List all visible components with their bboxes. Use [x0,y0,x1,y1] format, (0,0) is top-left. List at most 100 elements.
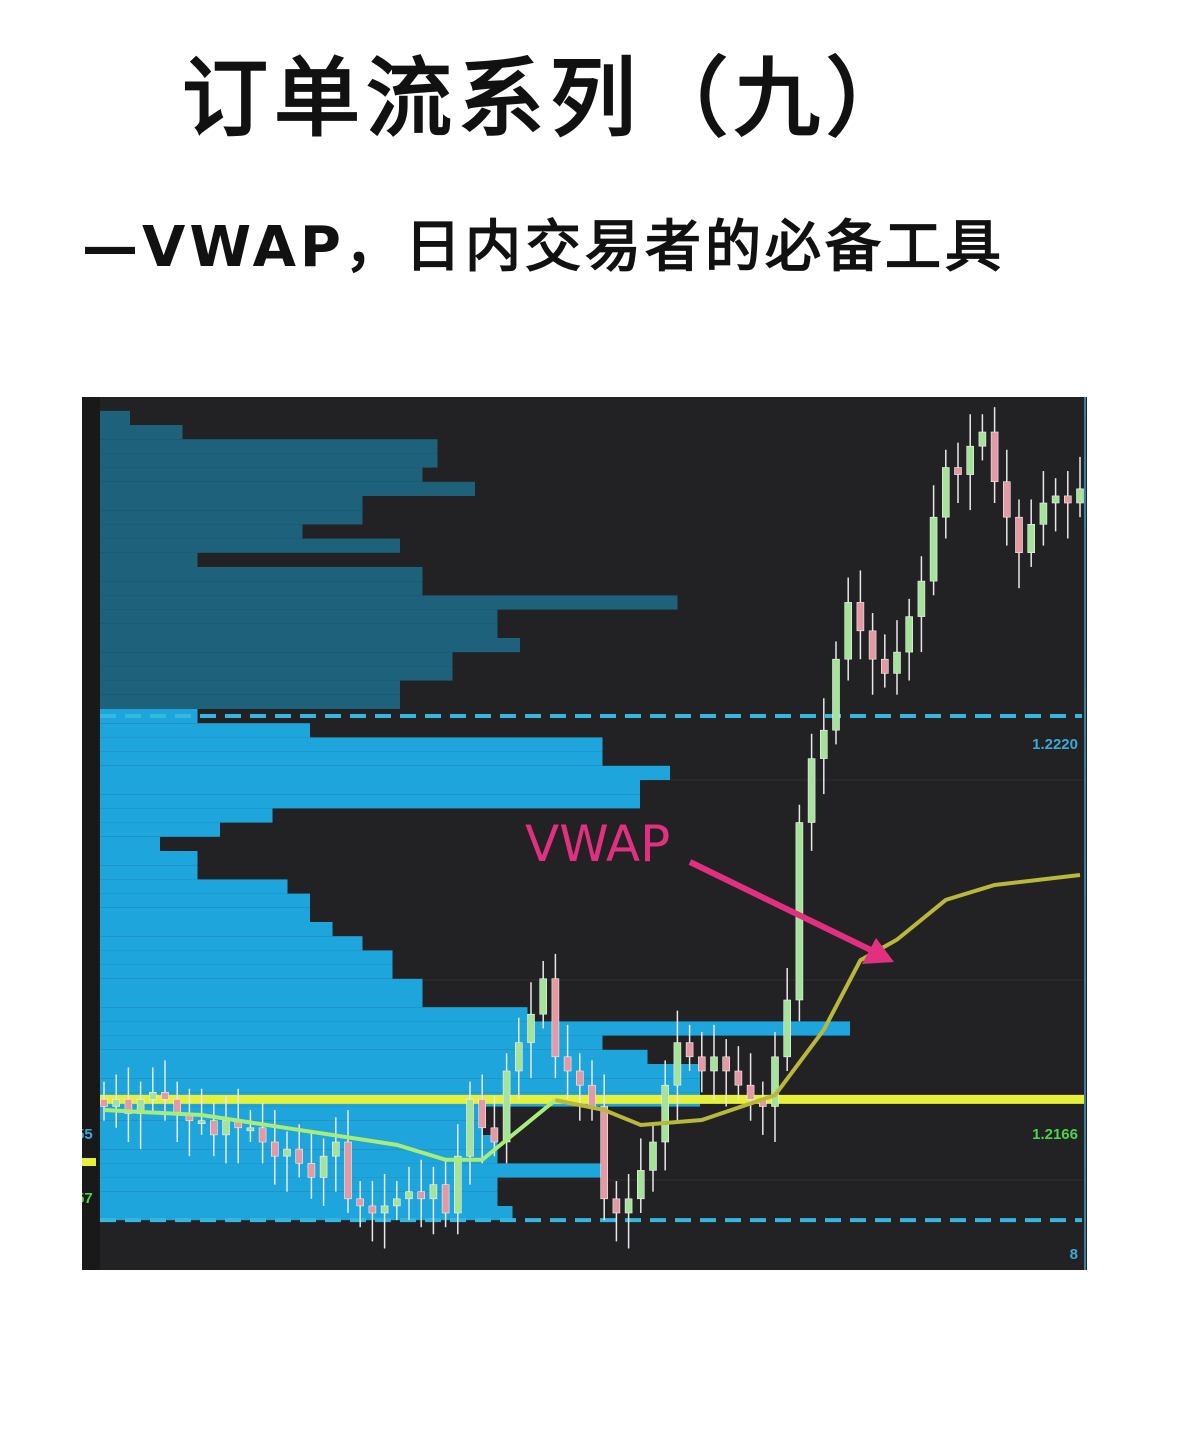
profile-bar [100,780,640,795]
profile-bar [100,978,423,993]
profile-bar [100,950,393,965]
candle-up [332,1141,340,1157]
candle-down [490,1127,499,1143]
candle-down [734,1070,743,1086]
candle-down [161,1091,169,1100]
candle-up [1027,524,1036,554]
candle-down [344,1141,352,1200]
candle-up [453,1155,462,1214]
profile-bar [100,1007,528,1022]
candle-up [966,445,975,475]
vwap-line [103,1098,557,1162]
page-subtitle: —VWAP，日内交易者的必备工具 [82,215,1005,280]
profile-bar [100,751,603,766]
candle-up [380,1205,389,1214]
profile-bar [100,893,310,908]
profile-bar [100,1177,498,1192]
candle-down [1015,516,1023,553]
candle-up [429,1184,438,1200]
candle-up [807,758,816,823]
profile-bar [100,723,310,738]
candle-up [917,580,926,617]
left-partial-label: 55 [82,1126,93,1143]
candle-down [1063,495,1072,504]
candle-up [673,1042,682,1086]
left-partial-label: 57 [82,1190,93,1207]
profile-bar [100,737,603,752]
candle-down [307,1162,316,1178]
profile-bar [100,936,363,951]
candle-up [783,999,792,1058]
candle-down [600,1106,609,1200]
candle-down [356,1198,365,1207]
candle-up [710,1056,718,1072]
candle-up [819,729,828,759]
candle-up [246,1127,255,1132]
vwap [103,873,1081,1162]
candle-down [588,1084,596,1107]
candle-up [502,1070,511,1143]
profile-bar [100,822,220,837]
level-label-lower: 8 [1070,1246,1078,1263]
candle-down [271,1141,279,1157]
profile-bar [100,652,453,667]
candle-down [295,1148,303,1164]
candle-down [722,1056,731,1072]
profile-bar [100,538,400,553]
annotation-arrow [688,859,894,964]
candle-up [929,516,938,582]
candle-up [978,431,987,447]
vwap-line [555,873,1081,1127]
candle-down [954,467,962,475]
candle-down [551,978,560,1058]
candle-down [124,1099,133,1114]
candle-up [649,1141,657,1171]
profile-bar [100,964,393,979]
profile-bar [100,481,475,496]
profile-bar [100,808,273,823]
profile-bar [100,1106,483,1121]
profile-bar [100,453,438,468]
page-title: 订单流系列（九） [182,49,918,149]
candle-up [466,1099,474,1157]
profile-bar [100,552,198,567]
profile-bar [100,709,198,724]
candle-up [405,1191,413,1200]
profile-bar [100,794,640,809]
candles [100,407,1084,1249]
candle-down [100,1099,108,1107]
candle-up [112,1099,121,1107]
profile-bar [100,1021,850,1036]
candle-up [514,1042,523,1072]
candle-down [990,431,999,483]
candle-down [856,602,865,632]
profile-bar [100,993,423,1008]
candle-down [173,1099,181,1114]
profile-bar [100,609,498,624]
profile-bar [100,851,198,866]
volume-profile [100,410,850,1221]
profile-bar [100,907,310,922]
candle-up [832,658,840,731]
left-axis-strip [82,397,100,1270]
profile-bar [100,836,160,851]
candle-down [441,1184,450,1214]
candle-up [893,651,901,674]
candle-down [612,1198,621,1214]
profile-bar [100,496,363,511]
profile-bar [100,595,678,610]
profile-bar [100,581,423,596]
candle-down [478,1099,487,1129]
candle-down [563,1056,572,1072]
profile-bar [100,1035,603,1050]
candle-up [1076,488,1084,504]
candle-down [368,1205,377,1214]
profile-bar [100,765,670,780]
candle-down [210,1120,218,1136]
profile-bar [100,1206,513,1221]
candle-up [1039,502,1048,525]
profile-bar [100,623,498,638]
level-label-upper: 1.2220 [1032,736,1078,753]
candle-down [746,1084,755,1100]
profile-bar [100,1049,648,1064]
